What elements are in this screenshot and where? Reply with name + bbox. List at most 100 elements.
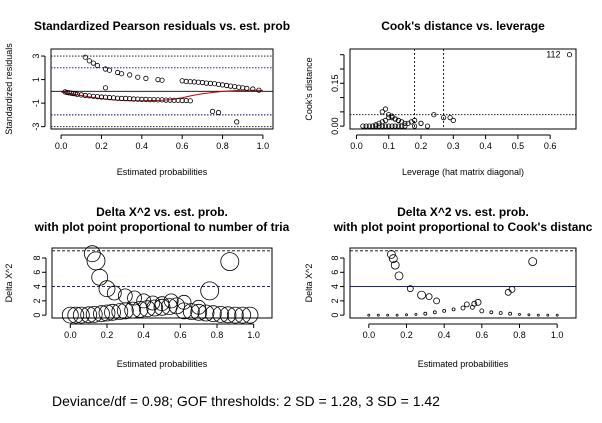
data-point [474,298,482,306]
data-point [190,303,208,321]
data-point [124,301,142,319]
y-tick-label: 0 [330,313,340,318]
data-point [367,313,371,317]
data-point [518,312,521,316]
x-tick-label: 0.2 [400,330,413,340]
plot-frame [51,247,273,319]
data-point [138,300,156,318]
data-point [61,306,79,324]
y-tick-label: 0 [32,313,42,318]
data-point [442,308,447,313]
data-point [159,77,165,83]
data-point [182,303,200,321]
y-axis-label: Delta X^2 [304,264,314,303]
data-point [379,119,385,125]
x-tick-label: 0.6 [476,330,489,340]
data-point [406,285,414,293]
data-point [440,115,447,121]
data-point [94,62,101,69]
data-point [135,74,141,80]
data-point [386,115,392,121]
point-annotation: 112 [546,50,560,60]
data-point [153,298,171,316]
y-tick-label: -3 [31,123,41,131]
x-tick-label: 0.8 [216,141,229,151]
x-tick-label: 0.0 [64,330,77,340]
x-tick-label: 0.4 [137,330,150,340]
data-point [86,58,92,64]
data-point [360,123,366,129]
data-point [528,257,538,267]
data-point [131,300,149,318]
data-point [382,106,389,112]
data-point [555,313,559,317]
x-tick-label: 0.3 [447,141,460,151]
x-tick-label: 0.1 [382,141,395,151]
data-point [83,245,101,263]
y-tick-label: 0.00 [330,117,340,135]
cooks-distance-panel: Cook's distance vs. leverage 0.0 0.1 0.2 0.3… [304,19,577,177]
data-point [104,303,121,321]
data-point [389,113,395,119]
data-point [386,112,392,118]
data-point [498,311,503,315]
data-point [369,123,376,129]
data-point [402,123,408,129]
data-point [418,120,424,126]
y-tick-label: 6 [32,270,42,275]
y-tick-label: 4 [330,284,340,289]
x-tick-label: 0.2 [415,141,428,151]
x-tick-label: 1.0 [257,141,270,151]
data-point [204,305,222,323]
data-point [425,293,433,301]
data-point [127,290,142,306]
data-point [451,307,456,312]
data-point [405,120,411,126]
data-point [168,297,186,315]
delta-x2-cooks-panel: Delta X^2 vs. est. prob.with plot point … [304,205,593,369]
x-axis-label: Leverage (hat matrix diagonal) [402,167,524,177]
x-axis-label: Estimated probabilities [418,359,509,369]
data-point [431,112,437,118]
data-point [376,313,380,317]
data-point [226,306,244,324]
data-point [67,306,85,324]
data-point [93,305,110,323]
data-point [447,115,453,121]
data-point [508,311,513,316]
data-point [241,306,259,324]
y-axis-label: Standardized residuals [4,43,14,135]
data-point [450,117,456,124]
data-point [191,299,207,315]
data-point [395,123,401,129]
data-point [394,271,404,281]
data-point [175,302,193,320]
data-point [72,306,90,324]
x-axis-label: Estimated probabilities [117,167,208,177]
data-point [432,310,437,315]
data-point [382,123,389,129]
data-point [373,123,379,129]
x-tick-label: 1.0 [247,330,260,340]
data-point [111,303,129,321]
y-tick-label: 1 [31,77,41,82]
x-tick-label: 0.4 [136,141,149,151]
plot-frame [349,48,577,130]
chart-title: Delta X^2 vs. est. prob. [397,205,529,219]
x-axis-label: Estimated probabilities [117,359,208,369]
y-tick-label: -1 [31,99,41,107]
data-point [389,123,395,129]
x-tick-label: 0.0 [350,141,363,151]
data-point [256,87,262,93]
data-point [508,285,516,293]
gof-footer-text: Deviance/df = 0.98; GOF thresholds: 2 SD… [52,393,440,409]
data-point [200,281,220,301]
x-tick-label: 0.2 [95,141,108,151]
x-tick-label: 0.6 [176,141,189,151]
y-tick-label: 4 [32,284,42,289]
data-point [187,98,193,104]
chart-subtitle: with plot point proportional to Cook's d… [333,220,593,234]
data-point [127,72,133,78]
data-point [460,305,466,311]
data-point [417,290,427,300]
